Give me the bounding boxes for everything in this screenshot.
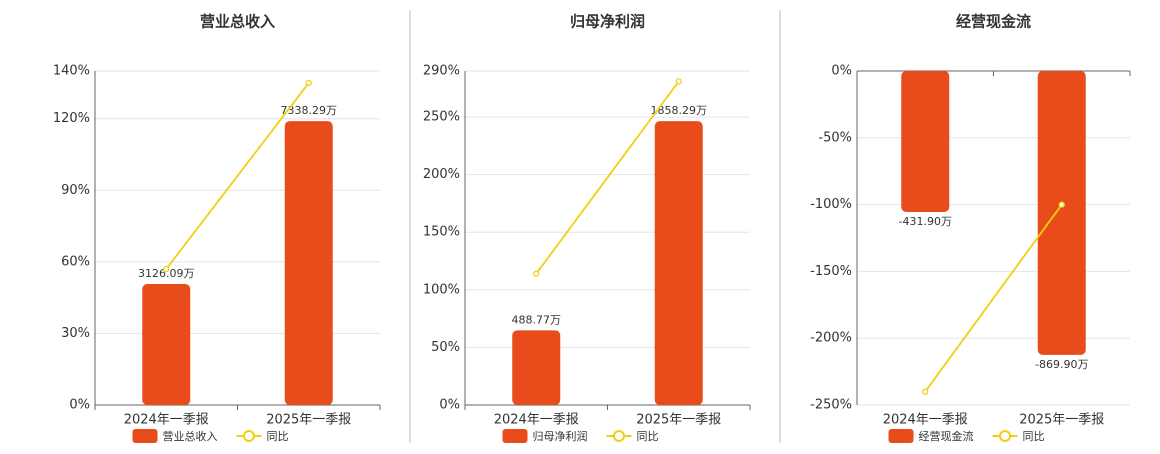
point <box>533 270 540 277</box>
x-tick-label: 2025年一季报 <box>1019 413 1104 428</box>
legend-label: 同比 <box>267 430 289 443</box>
legend-swatch <box>999 430 1011 442</box>
y-tick-label: -50% <box>818 130 852 145</box>
legend-swatch <box>613 430 625 442</box>
bar-label: -431.90万 <box>899 215 952 228</box>
bar <box>901 71 950 212</box>
y-tick-label: 90% <box>61 183 90 198</box>
point <box>1058 201 1065 208</box>
legend-label: 同比 <box>637 430 659 443</box>
x-tick-label: 2025年一季报 <box>266 413 351 428</box>
legend-swatch <box>132 429 158 443</box>
y-tick-label: 100% <box>423 282 460 297</box>
bar-label: 488.77万 <box>512 313 562 326</box>
bar <box>142 284 191 405</box>
bar <box>284 121 333 405</box>
point <box>163 265 170 273</box>
line <box>924 204 1063 393</box>
y-tick-label: 60% <box>61 254 90 269</box>
legend-label: 同比 <box>1023 430 1045 443</box>
legend-label: 经营现金流 <box>919 429 974 443</box>
bar-label: 7338.29万 <box>281 104 338 117</box>
y-tick-label: 0% <box>69 398 90 413</box>
y-tick-label: 150% <box>423 225 460 240</box>
y-tick-label: 290% <box>423 64 460 79</box>
legend-label: 营业总收入 <box>163 429 218 443</box>
bar <box>1037 71 1086 355</box>
bar-label: 3126.09万 <box>138 267 195 280</box>
bar-label: 1858.29万 <box>651 104 708 117</box>
chart-title: 经营现金流 <box>956 13 1031 31</box>
y-tick-label: 120% <box>53 111 90 126</box>
y-tick-label: -200% <box>810 331 852 346</box>
x-tick-label: 2024年一季报 <box>124 413 209 428</box>
y-tick-label: -150% <box>810 264 852 279</box>
x-tick-label: 2024年一季报 <box>494 413 579 428</box>
legend-swatch <box>243 430 255 442</box>
bar <box>654 121 703 405</box>
legend-swatch <box>888 429 914 443</box>
x-tick-label: 2025年一季报 <box>636 413 721 428</box>
y-tick-label: 140% <box>53 64 90 79</box>
legend-swatch <box>502 429 528 443</box>
y-tick-label: 250% <box>423 110 460 125</box>
chart-title: 营业总收入 <box>200 13 275 31</box>
bar-label: -869.90万 <box>1035 358 1088 371</box>
y-tick-label: 0% <box>831 64 852 79</box>
point <box>305 79 312 87</box>
y-tick-label: 0% <box>439 398 460 413</box>
line <box>165 82 310 270</box>
legend-label: 归母净利润 <box>533 429 588 443</box>
y-tick-label: -100% <box>810 197 852 212</box>
x-tick-label: 2024年一季报 <box>883 413 968 428</box>
y-tick-label: 200% <box>423 167 460 182</box>
point <box>922 388 929 395</box>
y-tick-label: 50% <box>431 340 460 355</box>
y-tick-label: -250% <box>810 398 852 413</box>
y-tick-label: 30% <box>61 326 90 341</box>
chart-title: 归母净利润 <box>570 13 645 31</box>
point <box>675 78 682 85</box>
line <box>535 80 680 275</box>
bar <box>512 330 561 405</box>
